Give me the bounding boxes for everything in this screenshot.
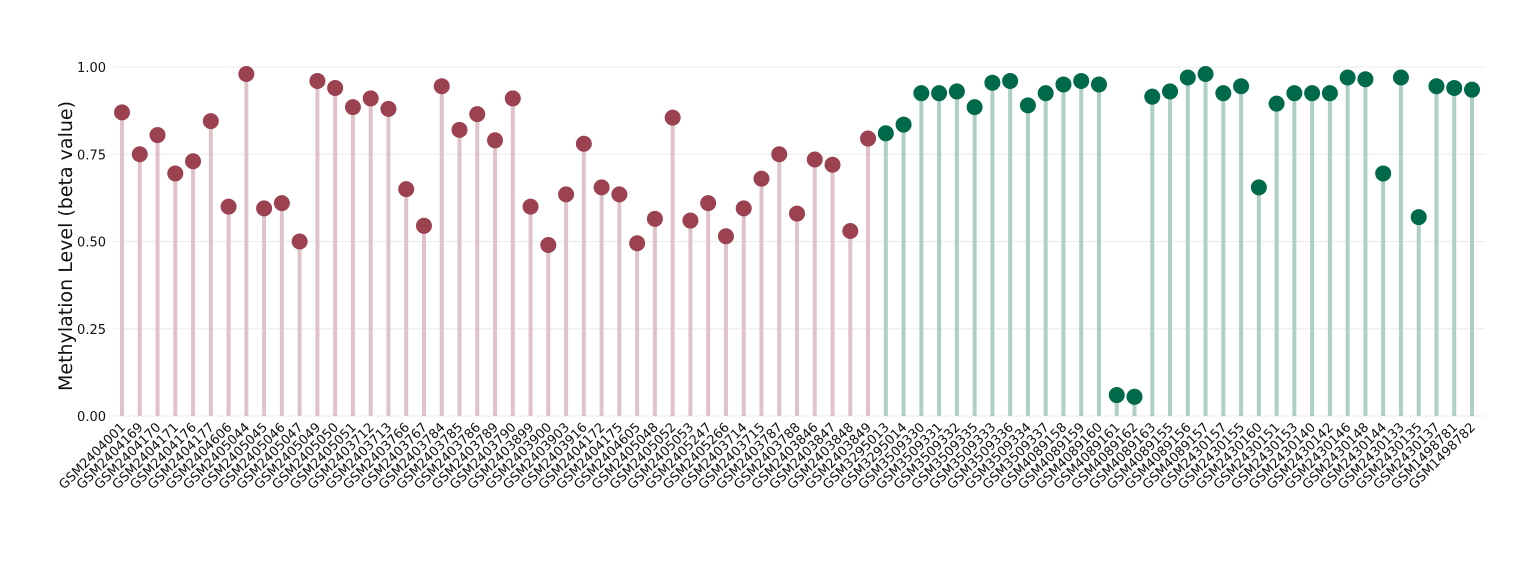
dot xyxy=(1073,72,1090,89)
dot xyxy=(1215,85,1232,102)
dot xyxy=(1428,78,1445,95)
y-axis-label: Methylation Level (beta value) xyxy=(55,101,77,391)
dot xyxy=(646,210,663,227)
dot xyxy=(1019,97,1036,114)
dot xyxy=(895,116,912,133)
dot xyxy=(114,104,130,121)
dot xyxy=(291,233,308,250)
dot xyxy=(1002,72,1019,89)
dot xyxy=(629,235,646,252)
dot xyxy=(1446,79,1463,96)
dot xyxy=(860,130,877,147)
dot xyxy=(327,79,344,96)
dot xyxy=(611,186,628,203)
dot xyxy=(1179,69,1196,86)
dot xyxy=(415,217,432,234)
dot xyxy=(1055,76,1072,93)
dot xyxy=(1233,78,1250,95)
dot xyxy=(789,205,805,222)
dot xyxy=(220,198,237,215)
dot xyxy=(1321,85,1338,102)
dot xyxy=(913,85,930,102)
dot xyxy=(842,223,859,240)
dot xyxy=(362,90,379,107)
dot xyxy=(771,146,788,163)
dot xyxy=(1286,85,1303,102)
dot xyxy=(433,78,450,95)
dot xyxy=(131,146,148,163)
dot xyxy=(1339,69,1356,86)
dot xyxy=(1268,95,1285,112)
dot xyxy=(167,165,184,182)
dot xyxy=(309,72,326,89)
dot xyxy=(806,151,823,168)
dot xyxy=(1162,83,1179,100)
dot xyxy=(1410,209,1427,226)
dot xyxy=(238,65,255,82)
dot xyxy=(487,132,504,149)
dot xyxy=(1197,65,1214,82)
y-tick-label: 0.00 xyxy=(77,410,106,425)
dot xyxy=(1250,179,1267,196)
dot xyxy=(1375,165,1392,182)
dot xyxy=(1464,81,1480,98)
dot xyxy=(877,125,894,142)
dot xyxy=(256,200,273,217)
dot xyxy=(380,100,397,117)
dot xyxy=(931,85,948,102)
dot xyxy=(824,156,841,173)
dot xyxy=(575,135,592,152)
dot xyxy=(1357,71,1374,88)
dot xyxy=(558,186,575,203)
y-tick-label: 0.50 xyxy=(77,236,106,251)
dot xyxy=(1090,76,1107,93)
dot xyxy=(1144,88,1161,105)
dot xyxy=(966,99,983,116)
y-tick-label: 1.00 xyxy=(77,61,106,76)
dot xyxy=(451,121,468,138)
dot xyxy=(664,109,681,126)
dot xyxy=(593,179,610,196)
dot xyxy=(540,236,557,253)
dot xyxy=(682,212,699,229)
dot xyxy=(273,195,290,212)
dot xyxy=(717,228,734,245)
dot xyxy=(504,90,521,107)
dot xyxy=(753,170,770,187)
y-tick-label: 0.75 xyxy=(77,148,106,163)
dot xyxy=(149,127,166,144)
dot xyxy=(398,181,415,198)
dot xyxy=(522,198,539,215)
dot xyxy=(948,83,965,100)
dot xyxy=(1108,387,1125,404)
dot xyxy=(202,113,219,130)
dot xyxy=(344,99,361,116)
dot xyxy=(1392,69,1409,86)
dot xyxy=(735,200,752,217)
y-tick-label: 0.25 xyxy=(77,323,106,338)
dot xyxy=(185,153,202,170)
dot xyxy=(1037,85,1054,102)
dot xyxy=(1304,85,1321,102)
dot xyxy=(469,106,486,123)
dot xyxy=(700,195,717,212)
dot xyxy=(1126,388,1143,405)
dot xyxy=(984,74,1001,91)
